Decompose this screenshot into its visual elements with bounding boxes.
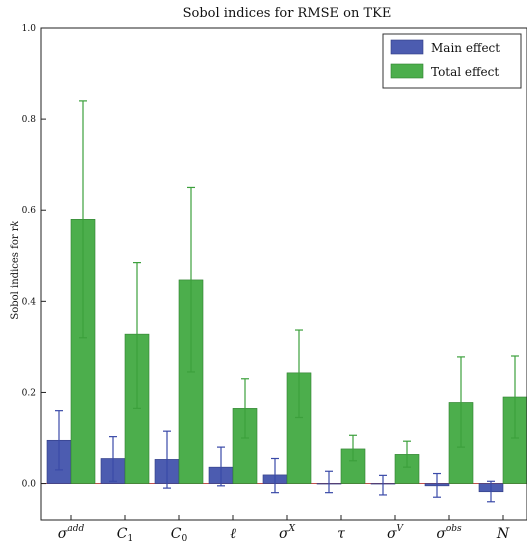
x-tick-label: σV [387,524,405,542]
x-tick-label: τ [337,526,345,542]
legend-label-main: Main effect [431,41,500,55]
x-tick-label: C1 [117,526,133,544]
legend-label-total: Total effect [431,65,499,79]
plot-frame [40,27,527,521]
x-tick-label: σadd [58,524,85,542]
x-tick-label: σobs [436,524,462,542]
y-tick-label: 0.4 [22,297,37,307]
x-tick-label: σX [279,524,296,542]
y-tick-label: 0.0 [22,480,37,490]
legend-swatch-main [390,39,424,55]
y-axis-label: Sobol indices for rk [10,220,21,319]
x-tick-label: N [496,526,510,542]
y-tick-label: 1.0 [22,24,37,34]
x-tick-label: C0 [171,526,188,544]
x-tick-label: ℓ [230,526,236,542]
y-tick-label: 0.8 [22,115,37,125]
y-tick-label: 0.2 [22,388,36,398]
legend-swatch-total [390,63,424,79]
y-tick-label: 0.6 [22,206,37,216]
chart-title: Sobol indices for RMSE on TKE [183,6,392,21]
legend: Main effect Total effect [382,33,522,89]
